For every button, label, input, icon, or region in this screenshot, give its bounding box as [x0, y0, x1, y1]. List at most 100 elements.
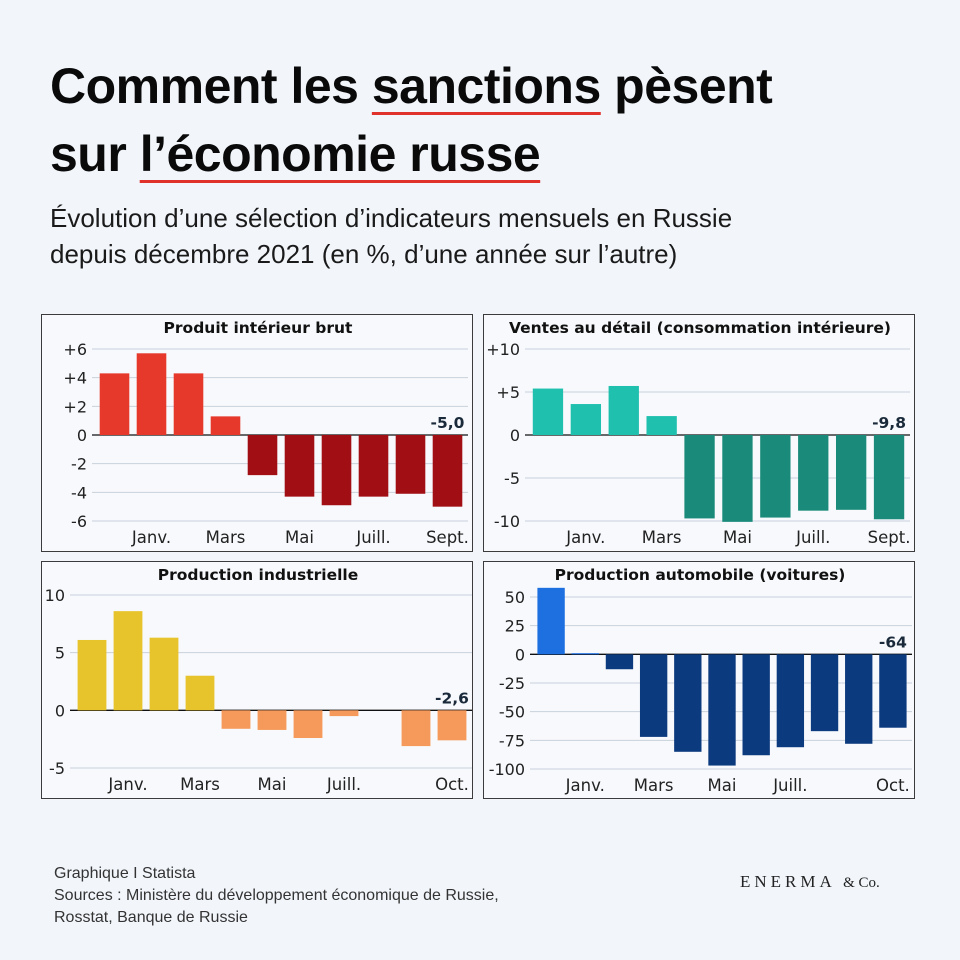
bar-mai: Mai: -10.1 — [722, 435, 753, 522]
footer-sources: Graphique I Statista Sources : Ministère… — [54, 863, 499, 929]
x-tick-label: Mars — [634, 776, 674, 795]
chart-pib: Produit intérieur brut +6 +4 +2 0 -2 -4 -6 Déc.:… — [63, 319, 469, 547]
bar-janv: Janv.: 8.6 — [113, 611, 143, 711]
last-value-label: -2,6 — [435, 689, 469, 707]
brand-logo: ENERMA & Co. — [740, 872, 880, 892]
footer-sources-line-2: Rosstat, Banque de Russie — [54, 909, 248, 926]
bar-août: Août: -8.7 — [835, 435, 867, 510]
chart-panel-ventes: Ventes au détail (consommation intérieur… — [483, 314, 915, 552]
y-tick-label: 0 — [515, 645, 525, 664]
bar-mai: Mai: -1.7 — [257, 710, 287, 730]
bar-avr: Avr.: -2.8 — [247, 435, 278, 476]
bar-juin: Juin: -88 — [742, 654, 770, 756]
chart-panel-industrie: Production industrielle 10 5 0 -5 Déc.: 6.1Ja… — [41, 561, 473, 799]
last-value-label: -5,0 — [431, 414, 465, 432]
bar-sept: Sept.: -5 — [432, 435, 463, 507]
y-tick-label: -5 — [49, 759, 65, 778]
bar-avr: Avr.: -9.7 — [684, 435, 715, 519]
y-tick-label: 0 — [77, 426, 87, 445]
x-tick-label: Sept. — [426, 528, 469, 547]
bar-janv: Janv.: 5.7 — [136, 353, 167, 435]
y-tick-label: -75 — [499, 731, 525, 750]
y-tick-label: +4 — [63, 369, 87, 388]
chart-title: Production industrielle — [158, 566, 359, 584]
y-tick-label: +10 — [486, 340, 520, 359]
last-value-label: -64 — [879, 633, 907, 651]
brand-name: ENERMA — [740, 872, 835, 891]
bar-févr: Févr.: -13 — [605, 654, 634, 670]
subtitle-line-1: Évolution d’une sélection d’indicateurs … — [50, 203, 733, 233]
y-tick-label: -5 — [504, 469, 520, 488]
bar-oct: Oct.: -64 — [879, 654, 907, 728]
y-tick-label: -4 — [71, 483, 87, 502]
chart-production-automobile: Production automobile (voitures) 50 25 0 -25… — [489, 566, 912, 795]
x-tick-label: Juill. — [772, 776, 807, 795]
x-tick-label: Sept. — [868, 528, 911, 547]
bar-juin: Juin: -4.9 — [321, 435, 352, 506]
x-tick-label: Mars — [180, 775, 220, 794]
y-tick-label: 10 — [45, 586, 65, 605]
title-part-3: sur — [50, 126, 140, 182]
bar-avr: Avr.: -1.6 — [221, 710, 251, 729]
y-tick-label: 50 — [505, 588, 525, 607]
bar-déc: Déc.: 5.4 — [532, 388, 564, 435]
bar-juin: Juin: -9.6 — [760, 435, 791, 518]
bar-juill: Juill.: -0.5 — [329, 710, 359, 717]
bar-sept: Sept.: -9.8 — [873, 435, 905, 520]
bar-févr: Févr.: 4.3 — [173, 373, 204, 435]
bar-juill: Juill.: -81 — [776, 654, 805, 748]
bar-mars: Mars: 1.3 — [210, 416, 241, 435]
chart-production-industrielle: Production industrielle 10 5 0 -5 Déc.: 6.1Ja… — [45, 566, 472, 794]
y-tick-label: -25 — [499, 674, 525, 693]
chart-ventes-au-detail: Ventes au détail (consommation intérieur… — [486, 319, 911, 547]
x-tick-label: Janv. — [131, 528, 171, 547]
bar-janv: Janv.: 3.6 — [570, 404, 602, 435]
y-tick-label: 0 — [510, 426, 520, 445]
y-tick-label: +5 — [496, 383, 520, 402]
bar-déc: Déc.: 6.1 — [77, 639, 107, 711]
last-value-label: -9,8 — [872, 414, 906, 432]
y-tick-label: -50 — [499, 703, 525, 722]
bar-janv: Janv.: 1 — [571, 653, 599, 655]
footer-sources-line-1: Sources : Ministère du développement éco… — [54, 887, 499, 904]
bar-mars: Mars: 2.2 — [646, 416, 677, 435]
y-tick-label: -10 — [494, 512, 520, 531]
x-tick-label: Oct. — [876, 776, 910, 795]
page-subtitle: Évolution d’une sélection d’indicateurs … — [50, 200, 732, 272]
y-tick-label: -6 — [71, 512, 87, 531]
x-tick-label: Juill. — [355, 528, 390, 547]
subtitle-line-2: depuis décembre 2021 (en %, d’une année … — [50, 239, 678, 269]
chart-panel-automobile: Production automobile (voitures) 50 25 0 -25… — [483, 561, 915, 799]
x-tick-label: Janv. — [565, 776, 605, 795]
bar-juill: Juill.: -8.8 — [798, 435, 829, 511]
bar-juill: Juill.: -4.3 — [358, 435, 389, 497]
x-tick-label: Mai — [258, 775, 287, 794]
bar-mars: Mars: 3 — [185, 675, 215, 711]
y-tick-label: -100 — [489, 760, 525, 779]
bar-sept: Sept.: -78 — [845, 654, 873, 744]
x-tick-label: Mai — [708, 776, 737, 795]
bar-août: Août: -4.1 — [395, 435, 426, 494]
x-tick-label: Mars — [642, 528, 682, 547]
chart-title: Ventes au détail (consommation intérieur… — [509, 319, 891, 337]
x-tick-label: Mai — [285, 528, 314, 547]
footer-credit: Graphique I Statista — [54, 865, 196, 882]
title-highlight-sanctions: sanctions — [371, 58, 601, 114]
y-tick-label: 5 — [55, 644, 65, 663]
bar-mars: Mars: -72 — [639, 654, 668, 737]
x-tick-label: Mai — [723, 528, 752, 547]
bar-févr: Févr.: 6.3 — [149, 637, 179, 711]
bar-oct: Oct.: -2.6 — [437, 710, 467, 741]
bar-août: Août: -67 — [810, 654, 839, 732]
y-tick-label: 0 — [55, 701, 65, 720]
bar-févr: Févr.: 5.7 — [608, 385, 639, 435]
title-part-2: pèsent — [600, 58, 773, 114]
y-tick-label: +2 — [63, 397, 87, 416]
x-tick-label: Juill. — [795, 528, 830, 547]
bar-déc: Déc.: 4.3 — [99, 373, 130, 435]
brand-suffix: & Co. — [843, 875, 880, 891]
bar-déc: Déc.: 58 — [537, 587, 565, 655]
bar-juin: Juin: -2.4 — [293, 710, 323, 739]
chart-panel-pib: Produit intérieur brut +6 +4 +2 0 -2 -4 -6 Déc.:… — [41, 314, 473, 552]
bar-mai: Mai: -97 — [708, 654, 736, 766]
